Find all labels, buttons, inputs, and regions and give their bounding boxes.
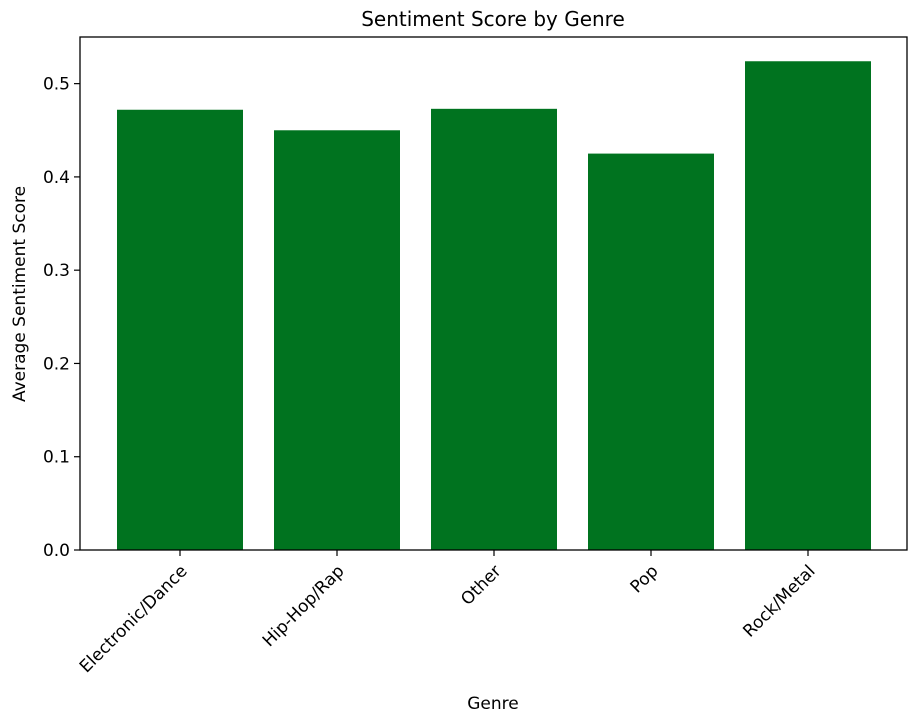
y-axis-label: Average Sentiment Score <box>10 186 30 402</box>
y-tick-label-3: 0.3 <box>43 261 70 281</box>
y-axis: 0.0 0.1 0.2 0.3 0.4 0.5 <box>43 75 80 561</box>
bar-1 <box>274 130 400 551</box>
y-tick-label-4: 0.4 <box>43 168 70 188</box>
x-tick-label-4: Rock/Metal <box>739 561 819 641</box>
x-axis: Electronic/Dance Hip-Hop/Rap Other Pop Rock/… <box>76 550 820 677</box>
bar-2 <box>431 108 557 550</box>
x-axis-label: Genre <box>467 694 518 714</box>
bars-group <box>117 61 871 551</box>
x-tick-label-1: Hip-Hop/Rap <box>259 561 349 651</box>
bar-4 <box>745 61 871 550</box>
y-tick-label-2: 0.2 <box>43 354 70 374</box>
x-tick-label-3: Pop <box>627 561 663 597</box>
x-tick-label-2: Other <box>457 561 505 609</box>
bar-0 <box>117 109 243 551</box>
y-tick-label-0: 0.0 <box>43 541 70 561</box>
y-tick-label-5: 0.5 <box>43 75 70 95</box>
chart-title: Sentiment Score by Genre <box>361 7 625 31</box>
bar-3 <box>588 153 714 550</box>
plot-frame <box>79 36 908 551</box>
y-tick-label-1: 0.1 <box>43 448 70 468</box>
x-tick-label-0: Electronic/Dance <box>76 561 192 677</box>
